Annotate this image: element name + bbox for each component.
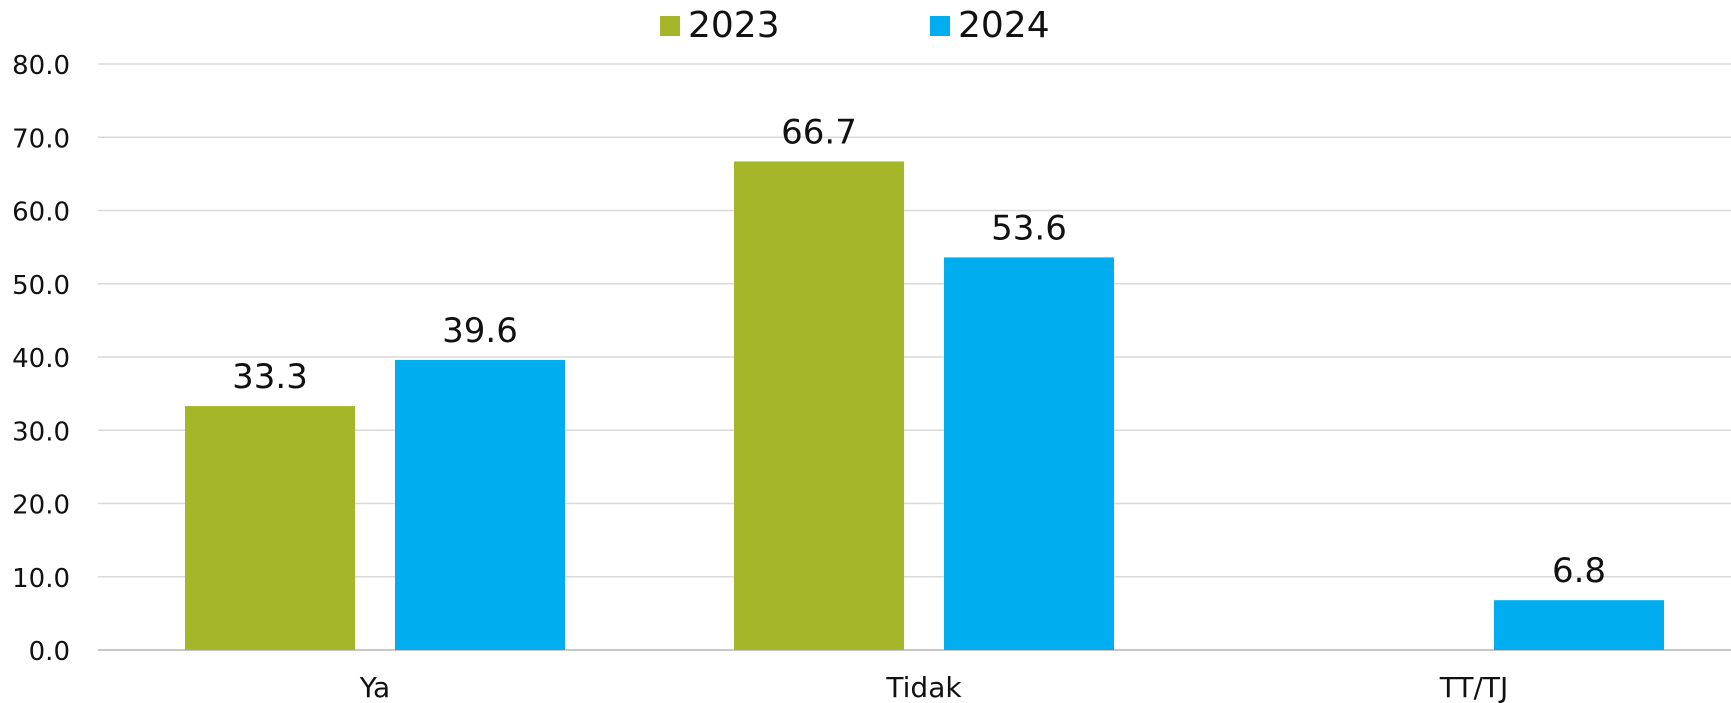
- y-tick-label: 30.0: [12, 417, 70, 447]
- y-tick-label: 60.0: [12, 198, 70, 228]
- bar-2024-0: [395, 359, 565, 650]
- y-tick-label: 50.0: [12, 271, 70, 301]
- data-label: 33.3: [232, 357, 308, 397]
- data-label: 66.7: [781, 112, 857, 152]
- data-label: 53.6: [991, 208, 1067, 248]
- y-tick-label: 0.0: [29, 637, 70, 667]
- data-label: 39.6: [442, 311, 518, 351]
- x-tick-label: TT/TJ: [1439, 671, 1509, 703]
- x-tick-label: Tidak: [885, 671, 962, 703]
- bar-2024-1: [944, 257, 1114, 650]
- y-tick-label: 10.0: [12, 564, 70, 594]
- chart-legend: 2023 2024: [0, 4, 1731, 48]
- legend-swatch-2024: [930, 16, 950, 36]
- bar-2023-1: [734, 161, 904, 651]
- legend-item-2023: 2023: [660, 4, 780, 48]
- bar-2023-0: [185, 406, 355, 650]
- legend-swatch-2023: [660, 16, 680, 36]
- y-tick-label: 70.0: [12, 124, 70, 154]
- y-tick-label: 40.0: [12, 344, 70, 374]
- y-tick-label: 80.0: [12, 51, 70, 81]
- legend-label-2023: 2023: [688, 5, 780, 46]
- bar-2024-2: [1494, 600, 1664, 650]
- data-label: 6.8: [1552, 551, 1606, 591]
- x-tick-label: Ya: [359, 671, 390, 703]
- legend-label-2024: 2024: [958, 5, 1050, 46]
- y-tick-label: 20.0: [12, 491, 70, 521]
- legend-item-2024: 2024: [930, 4, 1050, 48]
